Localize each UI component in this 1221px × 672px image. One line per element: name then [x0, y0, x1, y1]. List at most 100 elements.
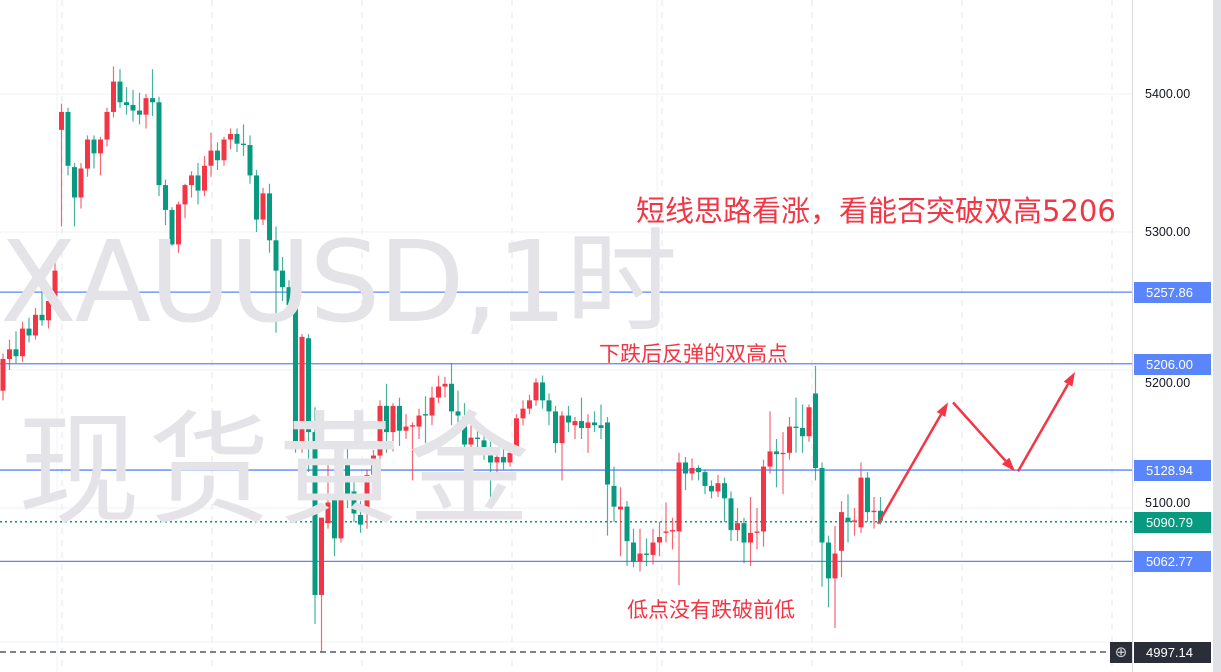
candle-body: [52, 270, 58, 301]
candle: [319, 517, 324, 652]
candle-body: [657, 536, 662, 543]
candle: [644, 538, 649, 566]
candle-body: [254, 175, 259, 220]
candle-body: [169, 209, 175, 245]
horizontal-lines: [0, 291, 1132, 653]
candle: [0, 353, 6, 401]
candle-body: [98, 139, 103, 154]
candle-body: [878, 510, 883, 521]
candle: [202, 156, 207, 197]
crosshair-price-label: 4997.14: [1134, 641, 1211, 663]
candle: [852, 508, 857, 536]
candle: [527, 394, 532, 415]
candle: [176, 201, 181, 253]
candle: [98, 136, 103, 176]
candle: [397, 397, 402, 446]
candle-body: [85, 139, 90, 169]
candle: [423, 396, 428, 444]
candle-body: [163, 185, 168, 210]
candle: [793, 397, 799, 453]
candle: [111, 66, 116, 118]
candle-body: [663, 531, 669, 533]
annotation-outlook: 短线思路看涨，看能否突破双高5206: [636, 194, 1116, 228]
candle-body: [104, 111, 110, 140]
candle-body: [65, 111, 71, 166]
candle-body: [741, 523, 747, 543]
candles: [0, 66, 883, 652]
candle-body: [715, 483, 721, 492]
candle-body: [644, 553, 649, 555]
candle-body: [800, 427, 805, 437]
candle-body: [540, 382, 545, 401]
candle: [676, 452, 682, 586]
candlestick-chart[interactable]: [0, 0, 1132, 672]
candle-body: [130, 105, 136, 111]
candle: [520, 400, 526, 426]
candle-body: [514, 418, 519, 448]
candle-body: [364, 474, 370, 513]
grid: [0, 0, 1132, 672]
candle-body: [221, 139, 227, 161]
candle-body: [767, 451, 773, 467]
candle: [605, 416, 610, 536]
candle-body: [566, 415, 571, 423]
price-axis[interactable]: 5400.00 5300.00 5200.00 5100.00 5257.86 …: [1132, 0, 1214, 672]
candle-body: [78, 168, 84, 198]
candle: [195, 163, 201, 205]
candle-body: [202, 165, 207, 191]
candle: [338, 455, 344, 543]
candle-body: [117, 81, 123, 103]
candle: [475, 422, 480, 453]
annotation-higher-low: 低点没有跌破前低: [627, 598, 795, 622]
candle-body: [819, 467, 825, 543]
candle-body: [182, 185, 188, 205]
candle-body: [683, 462, 688, 474]
candle-body: [13, 349, 19, 357]
candle: [754, 508, 760, 550]
candle-body: [403, 426, 409, 431]
candle-body: [598, 425, 604, 428]
candle-body: [26, 328, 32, 336]
candle-body: [286, 287, 292, 306]
candle: [572, 416, 578, 439]
candle: [631, 528, 636, 568]
candle: [826, 535, 831, 608]
projection-arrows: [876, 372, 1075, 525]
candle-body: [228, 134, 233, 140]
candle: [741, 517, 747, 564]
candle: [553, 405, 558, 453]
candle: [104, 107, 110, 147]
candle: [728, 491, 734, 542]
candle: [481, 432, 487, 460]
candle: [377, 400, 383, 464]
candle: [150, 69, 155, 117]
candle-body: [332, 499, 337, 539]
candle: [293, 301, 298, 453]
candle-body: [33, 314, 38, 336]
candle-body: [351, 491, 357, 514]
candle: [46, 294, 51, 329]
candle-body: [462, 416, 467, 445]
candle: [598, 404, 604, 439]
candle-body: [813, 393, 818, 468]
candle: [325, 462, 331, 529]
candle-body: [449, 383, 454, 412]
candle: [208, 132, 214, 177]
candle: [858, 462, 864, 533]
candle: [722, 477, 727, 522]
arrow-head: [1063, 372, 1075, 387]
candle-body: [865, 477, 870, 513]
candle-body: [527, 400, 532, 409]
scrollbar[interactable]: [1213, 0, 1221, 672]
candle: [657, 521, 662, 557]
candle: [761, 459, 766, 547]
candle: [839, 501, 844, 577]
candle: [624, 501, 630, 566]
candle: [403, 414, 409, 439]
line-price-label: 5257.86: [1134, 282, 1211, 304]
candle: [579, 397, 584, 439]
plus-circle-icon[interactable]: ⊕: [1110, 641, 1132, 663]
candle-body: [91, 139, 97, 154]
candle-body: [852, 520, 857, 522]
candle-body: [319, 517, 324, 595]
